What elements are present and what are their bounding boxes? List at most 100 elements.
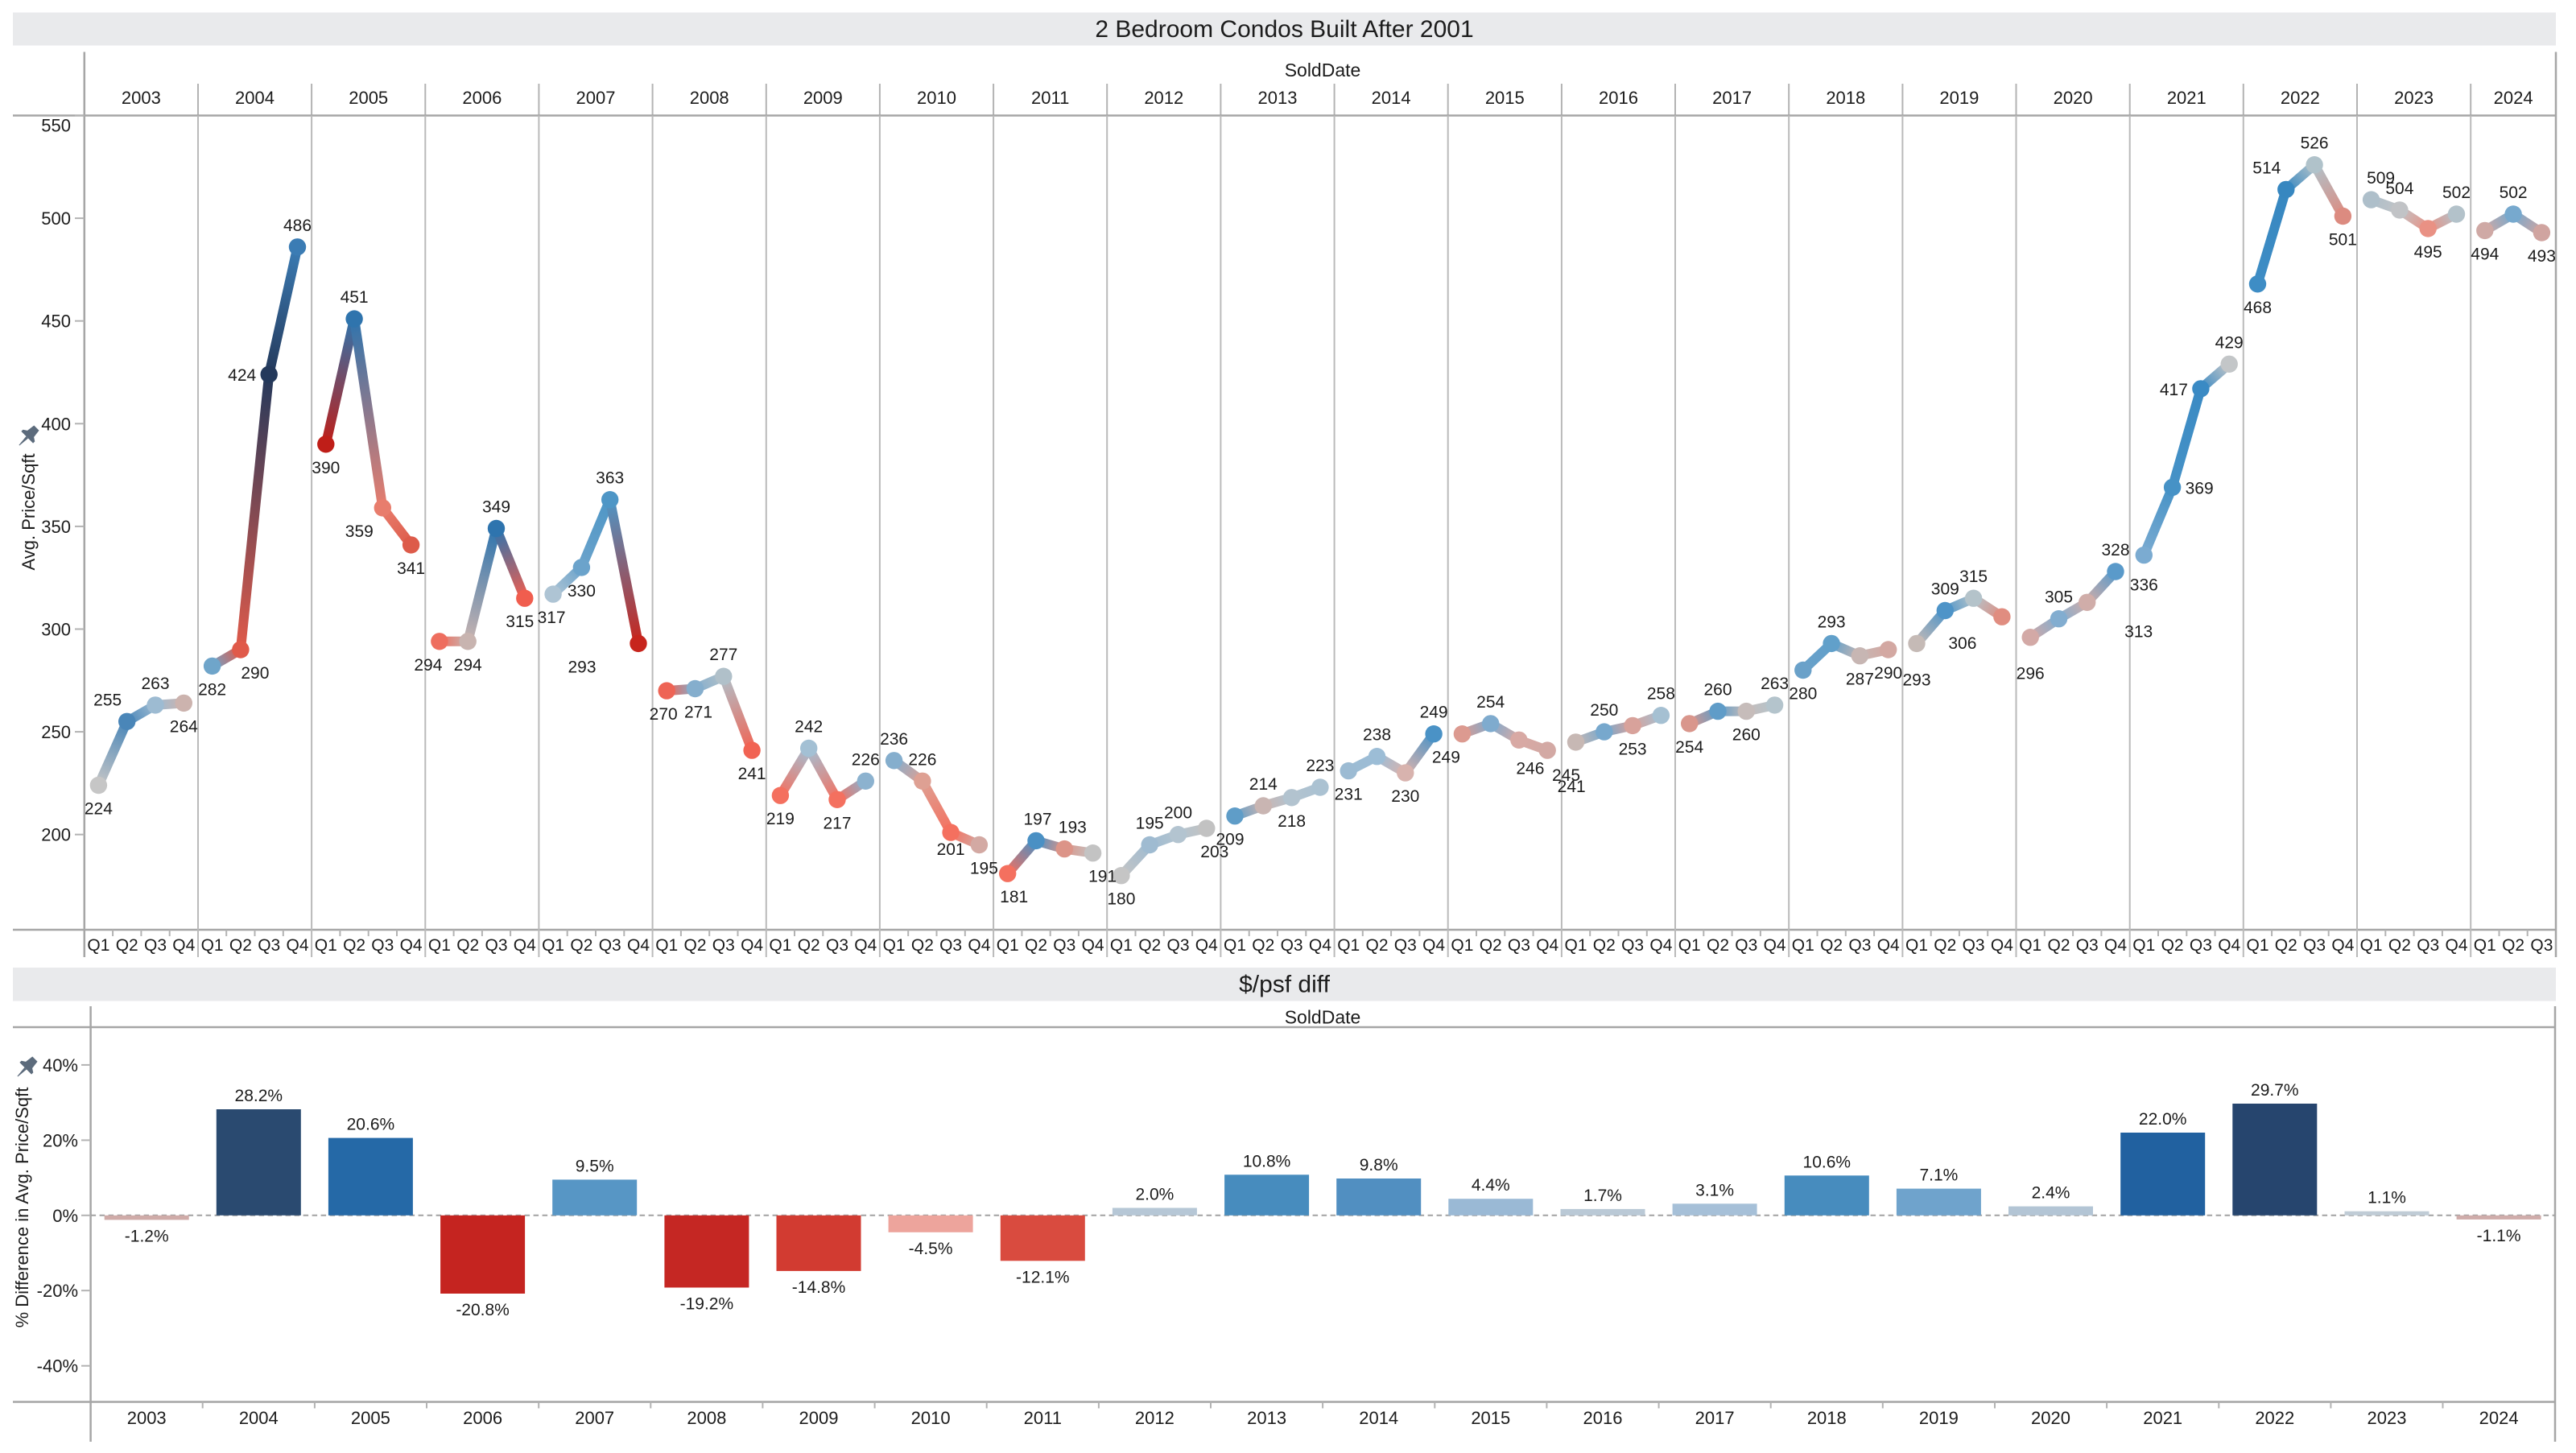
svg-text:2008: 2008 — [690, 88, 729, 108]
svg-text:Q4: Q4 — [1195, 936, 1218, 955]
svg-text:% Difference in Avg. Price/Sqf: % Difference in Avg. Price/Sqft — [12, 1088, 32, 1328]
svg-text:197: 197 — [1023, 810, 1051, 828]
svg-text:Q3: Q3 — [599, 936, 621, 955]
svg-text:Q2: Q2 — [456, 936, 479, 955]
svg-text:294: 294 — [454, 656, 482, 675]
svg-text:195: 195 — [970, 860, 998, 878]
svg-text:Q2: Q2 — [116, 936, 138, 955]
svg-text:Q3: Q3 — [1394, 936, 1417, 955]
svg-text:20%: 20% — [43, 1130, 78, 1150]
svg-text:294: 294 — [414, 656, 442, 675]
svg-text:Q4: Q4 — [1309, 936, 1331, 955]
svg-text:2024: 2024 — [2494, 88, 2533, 108]
svg-text:Q1: Q1 — [769, 936, 791, 955]
svg-text:305: 305 — [2045, 588, 2073, 607]
svg-text:SoldDate: SoldDate — [1285, 1007, 1361, 1028]
svg-text:429: 429 — [2215, 333, 2244, 352]
svg-text:514: 514 — [2252, 159, 2281, 177]
svg-text:Q1: Q1 — [1337, 936, 1360, 955]
svg-text:Q1: Q1 — [1564, 936, 1587, 955]
svg-text:Q2: Q2 — [798, 936, 820, 955]
svg-text:Q2: Q2 — [229, 936, 252, 955]
svg-text:Q4: Q4 — [1764, 936, 1786, 955]
svg-text:Q1: Q1 — [2132, 936, 2155, 955]
svg-text:Q1: Q1 — [1110, 936, 1133, 955]
svg-text:359: 359 — [345, 522, 374, 541]
svg-text:Q2: Q2 — [911, 936, 934, 955]
svg-text:2018: 2018 — [1807, 1408, 1847, 1428]
svg-text:Q1: Q1 — [2474, 936, 2496, 955]
svg-text:214: 214 — [1249, 775, 1278, 794]
svg-text:2023: 2023 — [2368, 1408, 2407, 1428]
svg-text:Q3: Q3 — [485, 936, 507, 955]
svg-text:2015: 2015 — [1485, 88, 1525, 108]
svg-text:4.4%: 4.4% — [1472, 1176, 1510, 1195]
svg-text:328: 328 — [2101, 541, 2129, 559]
svg-text:Q4: Q4 — [514, 936, 536, 955]
svg-text:2013: 2013 — [1247, 1408, 1286, 1428]
svg-text:260: 260 — [1732, 726, 1761, 745]
svg-text:2.4%: 2.4% — [2032, 1184, 2070, 1203]
svg-text:Q1: Q1 — [1792, 936, 1814, 955]
svg-text:218: 218 — [1278, 812, 1306, 831]
svg-text:287: 287 — [1846, 671, 1874, 689]
svg-text:290: 290 — [241, 664, 269, 683]
svg-text:Q2: Q2 — [1707, 936, 1729, 955]
svg-text:2016: 2016 — [1583, 1408, 1623, 1428]
svg-text:270: 270 — [650, 705, 678, 724]
svg-text:502: 502 — [2500, 184, 2528, 202]
svg-text:Q1: Q1 — [655, 936, 678, 955]
svg-text:369: 369 — [2186, 479, 2214, 497]
svg-text:2022: 2022 — [2255, 1408, 2294, 1428]
svg-text:2023: 2023 — [2394, 88, 2434, 108]
svg-text:2016: 2016 — [1599, 88, 1638, 108]
svg-text:2014: 2014 — [1372, 88, 1411, 108]
svg-text:-40%: -40% — [37, 1356, 78, 1377]
svg-text:Q3: Q3 — [2076, 936, 2099, 955]
svg-text:Q3: Q3 — [144, 936, 167, 955]
svg-text:Q3: Q3 — [2530, 936, 2553, 955]
svg-text:-20%: -20% — [37, 1281, 78, 1301]
svg-text:253: 253 — [1619, 740, 1647, 758]
svg-text:2005: 2005 — [351, 1408, 390, 1428]
svg-text:Q3: Q3 — [258, 936, 280, 955]
svg-text:Q2: Q2 — [343, 936, 365, 955]
svg-text:20.6%: 20.6% — [347, 1116, 395, 1134]
svg-text:501: 501 — [2329, 231, 2357, 250]
svg-text:29.7%: 29.7% — [2251, 1081, 2299, 1100]
svg-text:526: 526 — [2301, 134, 2329, 153]
svg-text:Q4: Q4 — [400, 936, 423, 955]
svg-text:2021: 2021 — [2167, 88, 2207, 108]
svg-text:2003: 2003 — [122, 88, 161, 108]
svg-text:Q4: Q4 — [854, 936, 877, 955]
svg-text:Avg. Price/Sqft: Avg. Price/Sqft — [19, 453, 39, 570]
svg-text:400: 400 — [41, 414, 71, 434]
svg-text:317: 317 — [538, 609, 566, 627]
svg-text:2008: 2008 — [687, 1408, 726, 1428]
svg-text:-20.8%: -20.8% — [456, 1301, 510, 1319]
svg-text:Q3: Q3 — [2303, 936, 2326, 955]
svg-text:504: 504 — [2385, 180, 2413, 198]
svg-text:Q4: Q4 — [627, 936, 650, 955]
svg-text:2.0%: 2.0% — [1135, 1186, 1174, 1204]
svg-text:250: 250 — [41, 722, 71, 742]
svg-text:Q4: Q4 — [2104, 936, 2127, 955]
svg-text:223: 223 — [1306, 757, 1334, 775]
svg-text:2006: 2006 — [462, 88, 502, 108]
svg-text:230: 230 — [1391, 787, 1419, 806]
svg-text:277: 277 — [709, 646, 737, 664]
svg-text:191: 191 — [1088, 868, 1117, 886]
svg-text:2022: 2022 — [2281, 88, 2320, 108]
svg-text:226: 226 — [908, 750, 936, 769]
svg-text:290: 290 — [1874, 664, 1902, 683]
svg-text:2020: 2020 — [2031, 1408, 2070, 1428]
svg-text:9.5%: 9.5% — [576, 1157, 614, 1175]
svg-text:450: 450 — [41, 312, 71, 332]
svg-text:2007: 2007 — [576, 88, 616, 108]
svg-text:241: 241 — [1558, 778, 1586, 796]
svg-text:Q1: Q1 — [542, 936, 564, 955]
svg-text:494: 494 — [2471, 245, 2499, 263]
svg-text:2017: 2017 — [1712, 88, 1752, 108]
svg-text:$/psf diff: $/psf diff — [1239, 972, 1331, 998]
svg-text:300: 300 — [41, 620, 71, 640]
